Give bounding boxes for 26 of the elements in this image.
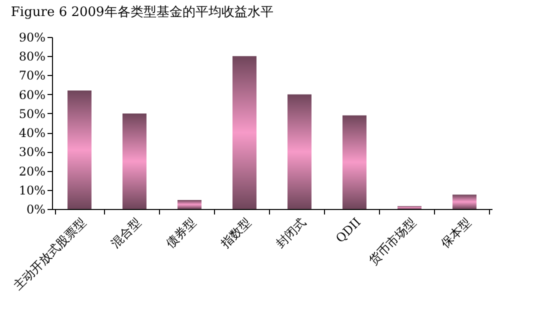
chart-title: Figure 6 2009年各类型基金的平均收益水平 bbox=[10, 5, 274, 20]
x-tick-label: 封闭式 bbox=[273, 215, 308, 250]
y-tick-label: 70% bbox=[18, 68, 46, 83]
x-tick-label: 混合型 bbox=[108, 215, 144, 250]
x-tick-label: 货币市场型 bbox=[366, 215, 418, 268]
y-tick-label: 50% bbox=[18, 106, 46, 121]
y-tick-label: 40% bbox=[18, 126, 46, 140]
bar bbox=[288, 94, 312, 209]
bar bbox=[122, 113, 146, 209]
x-tick-label: 主动开放式股票型 bbox=[10, 215, 88, 293]
bar bbox=[178, 200, 202, 209]
x-tick-label: 债券型 bbox=[163, 215, 198, 250]
x-tick-label: 保本型 bbox=[438, 215, 474, 250]
y-tick-label: 20% bbox=[18, 164, 46, 178]
y-tick-label: 0% bbox=[26, 202, 46, 216]
bar bbox=[342, 115, 366, 209]
y-tick-label: 10% bbox=[18, 183, 46, 198]
y-tick-label: 90% bbox=[18, 30, 46, 44]
bar bbox=[452, 194, 476, 209]
y-tick-label: 30% bbox=[18, 145, 46, 160]
bar bbox=[232, 56, 256, 209]
y-tick-label: 80% bbox=[18, 50, 46, 64]
y-tick-label: 60% bbox=[18, 88, 46, 102]
bar bbox=[398, 206, 422, 209]
x-tick-label: 指数型 bbox=[217, 215, 254, 252]
bar bbox=[68, 90, 92, 209]
